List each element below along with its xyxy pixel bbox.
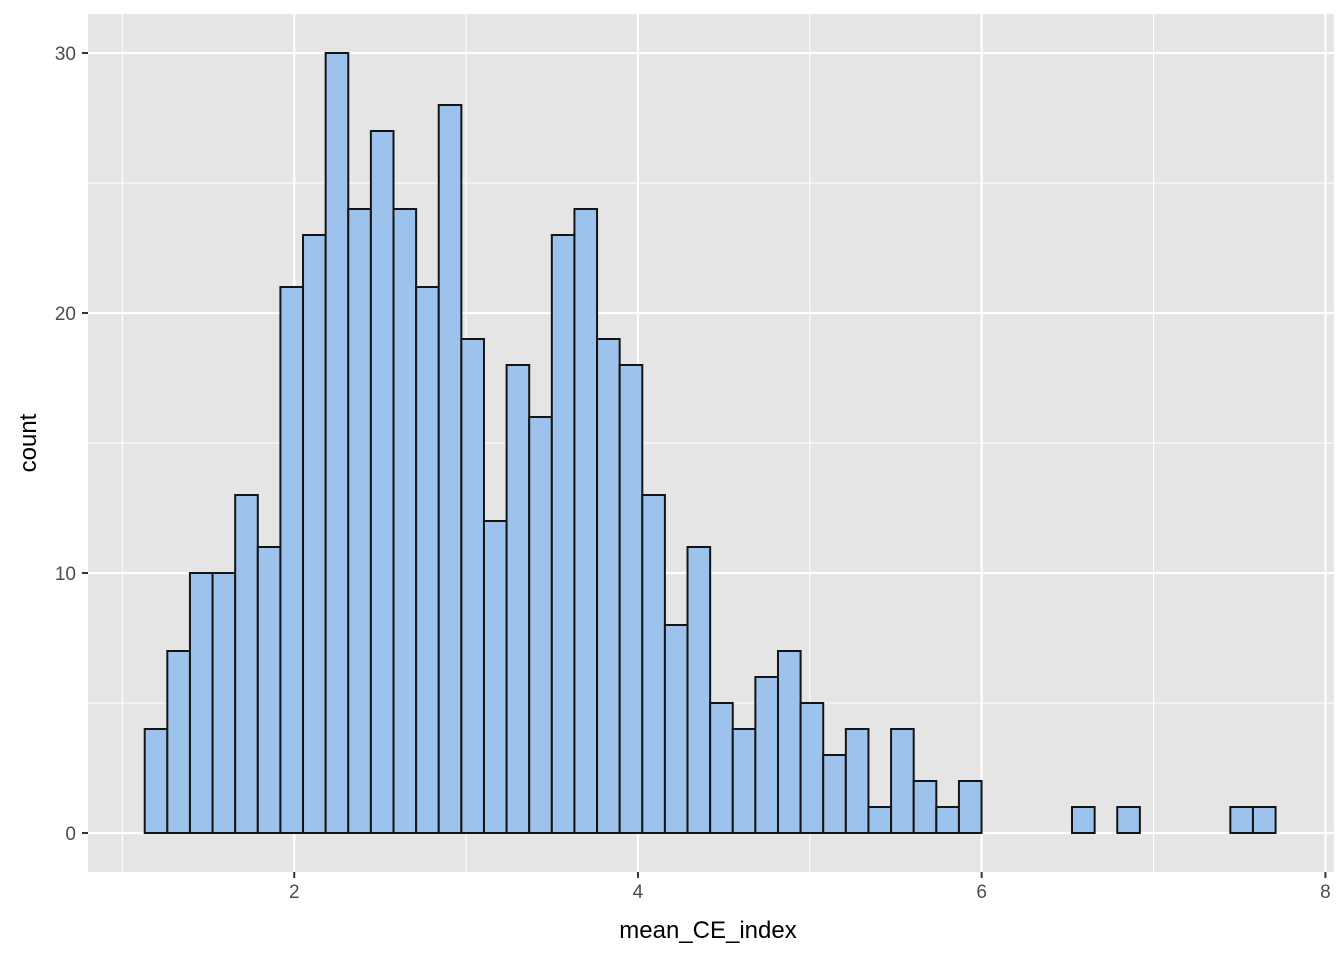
histogram-bar [935, 806, 960, 834]
histogram-bar [754, 676, 779, 834]
y-tick-label: 10 [55, 564, 76, 585]
histogram-bar [776, 650, 802, 834]
histogram-bar [143, 728, 169, 834]
histogram-bar [844, 728, 870, 834]
histogram-bar [302, 234, 327, 834]
histogram-bar [709, 702, 734, 834]
histogram-bar [1116, 806, 1141, 834]
x-axis-ticks: 2 4 6 8 [289, 872, 1331, 903]
histogram-bar [505, 364, 531, 834]
x-tick-label: 6 [976, 882, 987, 903]
y-axis-ticks: 0 10 20 30 [55, 44, 88, 845]
y-tick-label: 20 [55, 304, 76, 325]
histogram-bar [573, 208, 599, 834]
y-axis-title: count [15, 413, 42, 472]
histogram-bar [912, 780, 938, 834]
histogram-bar [641, 494, 666, 834]
histogram-bar [686, 546, 712, 834]
histogram-bar [347, 208, 372, 834]
histogram-bar [822, 754, 847, 834]
x-tick-label: 2 [289, 882, 300, 903]
histogram-bar [234, 494, 259, 834]
histogram-bar [731, 728, 757, 834]
histogram-bar [1229, 806, 1254, 834]
histogram-bar [279, 286, 305, 834]
histogram-bar [166, 650, 191, 834]
histogram-bar [460, 338, 485, 834]
histogram-bar [596, 338, 621, 834]
histogram-bar [663, 624, 689, 834]
histogram-bar [528, 416, 553, 834]
x-tick-label: 8 [1320, 882, 1331, 903]
histogram-bar [415, 286, 440, 834]
histogram-bar [550, 234, 576, 834]
y-tick-label: 0 [65, 824, 76, 845]
histogram-bar [188, 572, 214, 834]
histogram-bar [437, 104, 463, 834]
histogram-bars [143, 52, 1277, 834]
histogram-bar [867, 806, 893, 834]
histogram-bar [482, 520, 508, 834]
histogram-bar [211, 572, 237, 834]
histogram-bar [324, 52, 350, 834]
histogram-bar [369, 130, 395, 834]
histogram-bar [890, 728, 915, 834]
histogram-bar [1251, 806, 1277, 834]
histogram-bar [1071, 806, 1096, 834]
histogram-bar [799, 702, 825, 834]
histogram-bar [256, 546, 282, 834]
histogram-bar [392, 208, 418, 834]
x-tick-label: 4 [633, 882, 644, 903]
histogram-bar [618, 364, 644, 834]
y-tick-label: 30 [55, 44, 76, 65]
histogram-bar [957, 780, 983, 834]
x-axis-title: mean_CE_index [619, 917, 796, 944]
